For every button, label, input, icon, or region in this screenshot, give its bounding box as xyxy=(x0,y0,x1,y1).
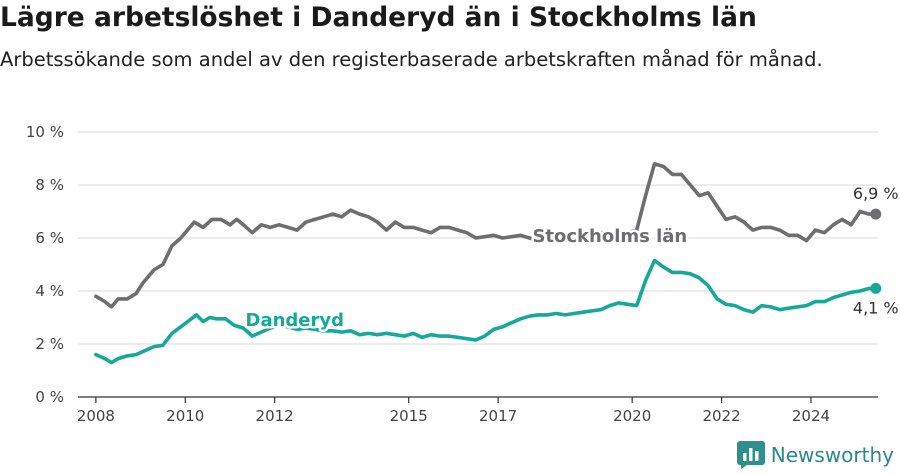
series-end-value: 6,9 % xyxy=(853,184,899,203)
x-tick-label: 2012 xyxy=(256,407,294,425)
y-tick-label: 4 % xyxy=(35,282,64,300)
x-tick-label: 2020 xyxy=(613,407,651,425)
newsworthy-brand: Newsworthy xyxy=(736,441,894,469)
x-tick-label: 2015 xyxy=(390,407,428,425)
y-axis-ticks: 0 % 2 % 4 % 6 % 8 % 10 % xyxy=(26,123,64,406)
series-line-stockholm xyxy=(94,162,878,309)
series-name-label: Stockholms län xyxy=(532,226,687,247)
grid-lines xyxy=(78,131,878,345)
newsworthy-logo-icon xyxy=(736,441,765,469)
series-lines xyxy=(94,162,882,365)
brand-name: Newsworthy xyxy=(770,443,894,467)
x-tick-label: 2022 xyxy=(702,407,740,425)
x-tick-label: 2010 xyxy=(166,407,204,425)
x-axis-ticks: 2008 2010 2012 2015 2017 2020 2022 2024 xyxy=(77,397,830,425)
y-tick-label: 6 % xyxy=(35,229,64,247)
x-tick-label: 2024 xyxy=(792,407,830,425)
y-tick-label: 0 % xyxy=(35,388,64,406)
y-tick-label: 8 % xyxy=(35,176,64,194)
series-line-danderyd xyxy=(94,258,878,365)
x-tick-label: 2008 xyxy=(77,407,115,425)
y-tick-label: 10 % xyxy=(26,123,64,141)
y-tick-label: 2 % xyxy=(35,335,64,353)
series-end-point xyxy=(870,282,882,294)
chart-subtitle: Arbetssökande som andel av den registerb… xyxy=(0,48,823,71)
series-labels: 6,9 % Stockholms län 4,1 % Danderyd xyxy=(243,184,899,333)
series-end-point xyxy=(870,208,882,220)
chart-title: Lägre arbetslöshet i Danderyd än i Stock… xyxy=(0,2,757,33)
series-end-value: 4,1 % xyxy=(853,298,899,317)
x-tick-label: 2017 xyxy=(479,407,517,425)
series-name-label: Danderyd xyxy=(246,310,345,331)
